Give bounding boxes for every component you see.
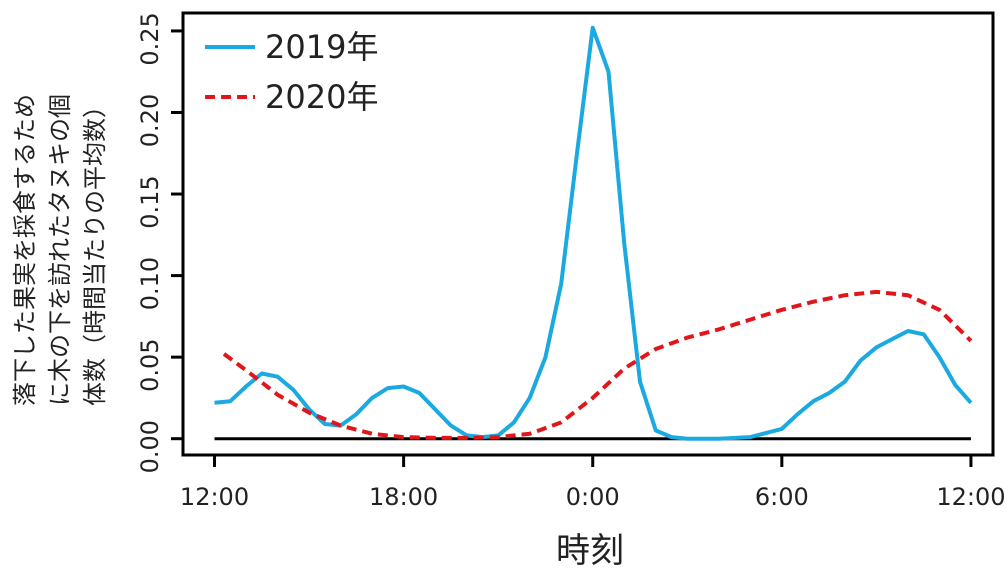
y-tick-label: 0.10: [136, 257, 164, 310]
y-tick-label: 0.05: [136, 338, 164, 391]
y-axis-label: 落下した果実を採食するため: [11, 94, 39, 406]
y-tick-label: 0.00: [136, 420, 164, 473]
series-line: [214, 25, 973, 441]
y-tick-label: 0.20: [136, 94, 164, 147]
x-tick-label: 12:00: [936, 483, 1005, 511]
y-axis-label: 体数（時間当たりの平均数）: [81, 94, 109, 406]
x-axis-label: 時刻: [556, 531, 624, 571]
y-tick-label: 0.25: [136, 12, 164, 65]
legend-label: 2019年: [265, 28, 378, 66]
x-tick-label: 6:00: [755, 483, 809, 511]
x-tick-label: 0:00: [566, 483, 620, 511]
y-axis-label: に木の下を訪れたタヌキの個: [46, 94, 74, 406]
x-tick-label: 18:00: [369, 483, 438, 511]
legend-label: 2020年: [265, 78, 378, 116]
y-tick-label: 0.15: [136, 175, 164, 228]
x-tick-label: 12:00: [180, 483, 249, 511]
series-line: [222, 289, 973, 440]
